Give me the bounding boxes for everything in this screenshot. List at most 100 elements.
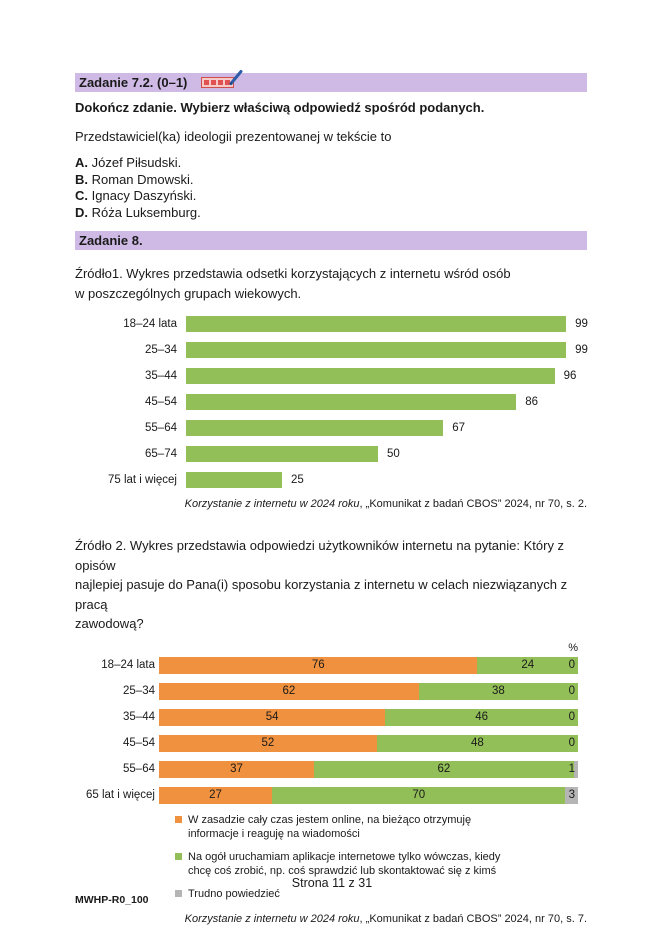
chart1-bar (186, 342, 567, 358)
chart1-row: 75 lat i więcej 25 (75, 472, 587, 488)
chart1-category-label: 55–64 (145, 422, 177, 434)
chart1-row: 18–24 lata 99 (75, 316, 588, 332)
chart2-bar-track: 54 46 0 (159, 708, 578, 726)
chart1-value-label: 99 (575, 344, 588, 356)
chart1-category-label: 35–44 (145, 370, 177, 382)
chart1-category-label: 65–74 (145, 448, 177, 460)
chart2-segment: 24 (477, 656, 578, 674)
option-c: C. Ignacy Daszyński. (75, 188, 587, 205)
chart1-row: 45–54 86 (75, 394, 587, 410)
legend-label: W zasadzie cały czas jestem online, na b… (188, 813, 472, 840)
option-letter: C. (75, 188, 88, 203)
chart1-bar (186, 472, 282, 488)
chart2-bar-track: 62 38 0 (159, 682, 578, 700)
chart2-third-series-value: 3 (568, 789, 575, 801)
chart2-segment: 48 (376, 734, 578, 752)
chart2-category-label: 55–64 (123, 763, 155, 775)
answer-options: A. Józef Piłsudski. B. Roman Dmowski. C.… (75, 155, 587, 221)
option-letter: B. (75, 171, 88, 187)
chart2-third-series-value: 0 (568, 685, 575, 697)
internet-usage-bar-chart: 18–24 lata 99 25–34 99 35–44 96 45–54 86 55–64 67… (75, 316, 588, 488)
option-text: Józef Piłsudski. (91, 155, 182, 170)
option-letter: D. (75, 204, 88, 220)
source-2-description: Źródło 2. Wykres przedstawia odpowiedzi … (75, 536, 587, 634)
chart1-value-label: 67 (452, 422, 466, 434)
chart2-category-label: 35–44 (123, 711, 155, 723)
chart2-third-series-value: 0 (568, 737, 575, 749)
chart1-bar (186, 316, 567, 332)
chart2-segment-value: 37 (230, 763, 243, 775)
chart1-value-label: 96 (563, 370, 577, 382)
chart1-row: 65–74 50 (75, 446, 587, 462)
chart1-bar-track: 99 (186, 342, 588, 358)
chart2-segment (573, 760, 578, 778)
chart2-category-label: 18–24 lata (101, 659, 155, 671)
legend-item: W zasadzie cały czas jestem online, na b… (175, 813, 587, 841)
pen-icon (229, 70, 243, 85)
chart1-category-label: 75 lat i więcej (107, 474, 177, 486)
chart2-segment-value: 24 (521, 659, 535, 671)
legend-marker-icon (175, 889, 182, 897)
option-text: Róża Luksemburg. (91, 204, 201, 220)
task-8-title: Zadanie 8. (79, 233, 143, 248)
chart2-segment-value: 38 (491, 685, 505, 697)
chart1-bar-track: 50 (186, 446, 570, 462)
citation-title: Korzystanie z internetu w 2024 roku (184, 912, 360, 925)
chart1-bar (186, 394, 517, 410)
option-a: A. Józef Piłsudski. (75, 155, 587, 172)
legend-label: Trudno powiedzieć (188, 887, 280, 900)
source-2-line-2: najlepiej pasuje do Pana(i) sposobu korz… (75, 577, 568, 612)
chart2-row: 25–34 62 38 0 (75, 682, 587, 700)
chart2-category-label: 65 lat i więcej (85, 789, 155, 801)
chart2-segment: 54 (159, 708, 386, 726)
chart-legend: W zasadzie cały czas jestem online, na b… (175, 813, 587, 901)
legend-item: Na ogół uruchamiam aplikacje internetowe… (175, 850, 587, 878)
chart2-bar-track: 27 70 3 (159, 786, 578, 804)
chart2-segment: 70 (272, 786, 566, 804)
legend-item: Trudno powiedzieć (175, 887, 587, 901)
chart1-bar-track: 25 (186, 472, 570, 488)
chart1-value-label: 99 (575, 318, 588, 330)
chart2-third-series-value: 1 (568, 763, 575, 775)
citation-details: , „Komunikat z badań CBOS” 2024, nr 70, … (359, 498, 587, 510)
chart1-bar-track: 86 (186, 394, 570, 410)
chart1-value-label: 50 (387, 448, 400, 460)
source-1-line-1: Źródło1. Wykres przedstawia odsetki korz… (75, 266, 511, 281)
percent-axis-label: % (568, 641, 578, 654)
chart1-bar-track: 96 (186, 368, 576, 384)
option-d: D. Róża Luksemburg. (75, 205, 587, 222)
task-7-2-instruction: Dokończ zdanie. Wybierz właściwą odpowie… (75, 100, 485, 115)
chart2-segment: 62 (159, 682, 419, 700)
chart2-row: 18–24 lata 76 24 0 (75, 656, 587, 674)
chart2-segment: 76 (159, 656, 478, 674)
option-text: Roman Dmowski. (91, 171, 194, 187)
chart2-segment-value: 62 (282, 685, 296, 697)
option-b: B. Roman Dmowski. (75, 172, 587, 189)
source-2-line-3: zawodową? (75, 616, 144, 631)
chart2-segment-value: 52 (261, 737, 275, 749)
chart1-bar-track: 99 (186, 316, 588, 332)
chart2-bar-track: 52 48 0 (159, 734, 578, 752)
chart2-segment: 46 (385, 708, 578, 726)
legend-marker-icon (175, 852, 182, 860)
chart2-row: 45–54 52 48 0 (75, 734, 587, 752)
source-1-line-2: w poszczególnych grupach wiekowych. (75, 285, 302, 301)
chart2-segment: 27 (159, 786, 273, 804)
usage-style-stacked-chart: % 18–24 lata 76 24 0 25–34 62 38 0 35–44 54 46 0 45–… (75, 642, 587, 901)
chart1-bar (186, 420, 444, 436)
source-1-citation: Korzystanie z internetu w 2024 roku, „Ko… (75, 498, 587, 510)
chart1-category-label: 18–24 lata (123, 318, 177, 330)
chart2-third-series-value: 0 (568, 659, 575, 671)
source-2-citation: Korzystanie z internetu w 2024 roku, „Ko… (75, 913, 587, 925)
chart2-third-series-value: 0 (568, 711, 575, 723)
option-letter: A. (75, 155, 88, 170)
chart2-segment-value: 54 (265, 711, 279, 723)
answer-sheet-icon (201, 70, 243, 88)
chart1-value-label: 25 (291, 474, 304, 486)
chart1-category-label: 25–34 (145, 344, 177, 356)
chart2-segment-value: 48 (471, 737, 484, 749)
source-2-line-1: Źródło 2. Wykres przedstawia odpowiedzi … (75, 538, 565, 573)
document-code: MWHP-R0_100 (75, 894, 149, 906)
chart2-segment-value: 76 (311, 659, 325, 671)
